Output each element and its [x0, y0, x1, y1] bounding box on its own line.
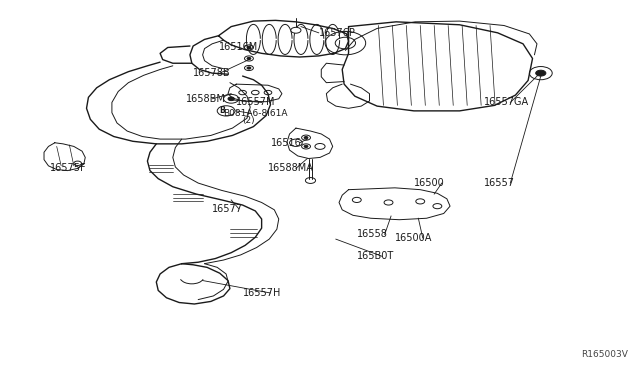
Text: B: B: [219, 106, 225, 115]
Circle shape: [247, 46, 251, 49]
Text: 1658BM: 1658BM: [186, 94, 225, 104]
Text: B081A6-8I61A: B081A6-8I61A: [223, 109, 288, 118]
Circle shape: [536, 70, 546, 76]
Text: 16557M: 16557M: [236, 97, 276, 108]
Text: 16557: 16557: [484, 178, 515, 188]
Circle shape: [247, 57, 251, 60]
Circle shape: [304, 145, 308, 148]
Text: 16557GA: 16557GA: [484, 97, 529, 108]
Text: 16557H: 16557H: [243, 288, 281, 298]
Text: 16516M: 16516M: [218, 42, 258, 52]
Text: 16500: 16500: [414, 178, 445, 188]
Text: 16577: 16577: [212, 204, 243, 214]
Circle shape: [291, 27, 301, 33]
Circle shape: [228, 97, 234, 100]
Text: 16516: 16516: [271, 138, 301, 148]
Text: 16578B: 16578B: [193, 68, 231, 78]
Circle shape: [74, 161, 81, 166]
Circle shape: [247, 67, 251, 69]
Text: 16588MA: 16588MA: [268, 163, 314, 173]
Text: R165003V: R165003V: [581, 350, 628, 359]
Text: 16576P: 16576P: [319, 28, 356, 38]
Text: 165B0T: 165B0T: [356, 251, 394, 262]
Text: 16500A: 16500A: [395, 233, 432, 243]
Circle shape: [304, 137, 308, 139]
Text: 16558: 16558: [356, 230, 388, 239]
Text: 16575F: 16575F: [51, 163, 87, 173]
Text: (2): (2): [243, 116, 255, 125]
